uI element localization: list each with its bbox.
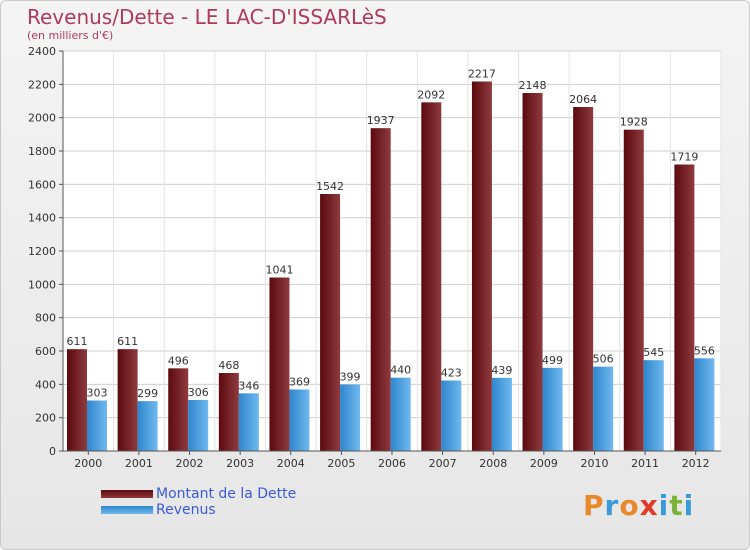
y-tick-label: 1000 — [28, 278, 56, 291]
bar-revenus — [238, 393, 259, 451]
logo-letter: o — [619, 489, 640, 522]
logo-letter: t — [669, 489, 684, 522]
bar-dette — [370, 128, 391, 451]
bar-revenus — [289, 389, 310, 451]
x-tick-label: 2003 — [226, 457, 254, 470]
data-label-revenus: 423 — [441, 367, 462, 380]
y-tick-label: 1800 — [28, 145, 56, 158]
bar-dette — [421, 102, 442, 451]
logo-letter: P — [583, 489, 605, 522]
legend-swatch-revenus — [101, 506, 153, 514]
bar-dette — [67, 349, 87, 451]
x-tick-label: 2011 — [631, 457, 659, 470]
chart-title: Revenus/Dette - LE LAC-D'ISSARLèS — [27, 5, 387, 29]
x-tick-label: 2008 — [479, 457, 507, 470]
y-tick-label: 2000 — [28, 112, 56, 125]
bar-revenus — [390, 377, 411, 451]
data-label-revenus: 506 — [593, 353, 614, 366]
data-label-dette: 611 — [117, 335, 138, 348]
data-label-dette: 468 — [218, 359, 239, 372]
logo-letter: i — [683, 489, 695, 522]
data-label-dette: 496 — [168, 354, 189, 367]
legend-label-dette: Montant de la Dette — [156, 486, 297, 502]
x-tick-label: 2012 — [682, 457, 710, 470]
bar-revenus — [643, 360, 664, 451]
logo-letter: x — [639, 489, 659, 522]
y-tick-label: 1400 — [28, 212, 56, 225]
bar-revenus — [491, 377, 512, 451]
data-label-dette: 1928 — [620, 116, 648, 129]
data-label-revenus: 369 — [289, 376, 310, 389]
bar-dette — [674, 164, 695, 451]
x-tick-label: 2004 — [277, 457, 305, 470]
data-label-revenus: 545 — [643, 346, 664, 359]
data-label-revenus: 440 — [390, 364, 411, 377]
x-tick-label: 2005 — [327, 457, 355, 470]
bar-dette — [522, 93, 543, 451]
y-tick-label: 0 — [49, 445, 56, 458]
x-tick-label: 2010 — [580, 457, 608, 470]
proxiti-logo: Proxiti — [583, 489, 694, 522]
legend-swatch-dette — [101, 490, 153, 498]
data-label-dette: 1937 — [367, 114, 395, 127]
data-label-dette: 1542 — [316, 180, 344, 193]
bar-dette — [320, 194, 341, 451]
bar-dette — [168, 368, 189, 451]
y-tick-label: 1600 — [28, 178, 56, 191]
x-tick-label: 2001 — [125, 457, 153, 470]
bar-dette — [471, 81, 492, 451]
bar-dette — [623, 129, 644, 451]
data-label-revenus: 556 — [694, 344, 715, 357]
bar-dette — [269, 277, 290, 451]
y-tick-label: 1200 — [28, 245, 56, 258]
bar-revenus — [593, 366, 614, 451]
x-tick-label: 2002 — [176, 457, 204, 470]
data-label-revenus: 306 — [188, 386, 209, 399]
y-tick-label: 2200 — [28, 78, 56, 91]
bar-revenus — [137, 401, 158, 451]
y-tick-label: 200 — [35, 412, 56, 425]
data-label-dette: 1719 — [670, 151, 698, 164]
x-tick-label: 2009 — [530, 457, 558, 470]
bar-revenus — [188, 400, 209, 451]
bar-revenus — [542, 367, 563, 451]
bar-dette — [117, 349, 138, 451]
x-tick-label: 2007 — [429, 457, 457, 470]
data-label-dette: 611 — [67, 335, 88, 348]
data-label-revenus: 499 — [542, 354, 563, 367]
bar-dette — [573, 107, 594, 451]
y-tick-label: 400 — [35, 378, 56, 391]
data-label-revenus: 299 — [137, 387, 158, 400]
data-label-revenus: 303 — [87, 387, 108, 400]
data-label-revenus: 399 — [340, 371, 361, 384]
data-label-revenus: 439 — [491, 364, 512, 377]
y-tick-label: 600 — [35, 345, 56, 358]
chart-subtitle: (en milliers d'€) — [27, 29, 114, 42]
bar-dette — [218, 373, 239, 451]
bar-revenus — [340, 384, 361, 451]
x-tick-label: 2000 — [74, 457, 102, 470]
data-label-dette: 2148 — [519, 79, 547, 92]
data-label-dette: 2064 — [569, 93, 597, 106]
bar-revenus — [441, 380, 462, 451]
bar-revenus — [87, 400, 107, 451]
x-tick-label: 2006 — [378, 457, 406, 470]
bar-revenus — [694, 358, 715, 451]
data-label-dette: 1041 — [265, 264, 293, 277]
legend-label-revenus: Revenus — [156, 502, 216, 518]
data-label-dette: 2092 — [417, 88, 445, 101]
y-tick-label: 800 — [35, 312, 56, 325]
logo-letter: i — [658, 489, 670, 522]
data-label-dette: 2217 — [468, 68, 496, 81]
logo-letter: r — [604, 489, 620, 522]
data-label-revenus: 346 — [238, 379, 259, 392]
y-tick-label: 2400 — [28, 45, 56, 58]
